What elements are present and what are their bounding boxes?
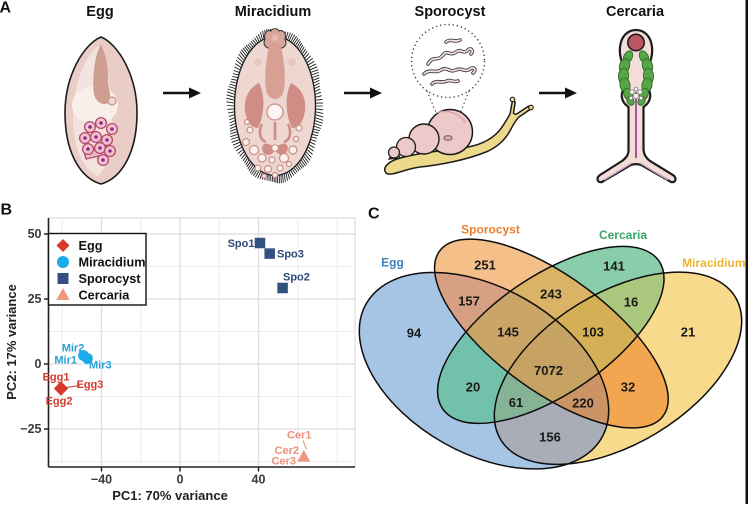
svg-text:A: A: [0, 0, 12, 17]
svg-text:Egg: Egg: [86, 4, 113, 20]
svg-text:Miracidium: Miracidium: [79, 256, 146, 270]
svg-text:16: 16: [624, 295, 638, 310]
svg-text:Spo3: Spo3: [277, 249, 304, 261]
svg-text:−40: −40: [91, 473, 112, 487]
svg-text:40: 40: [252, 473, 266, 487]
svg-text:157: 157: [458, 294, 480, 309]
svg-text:Sporocyst: Sporocyst: [79, 272, 142, 286]
svg-text:Mir2: Mir2: [62, 342, 85, 354]
svg-text:21: 21: [681, 325, 695, 340]
svg-text:103: 103: [582, 325, 604, 340]
svg-text:243: 243: [540, 287, 562, 302]
svg-text:32: 32: [621, 380, 635, 395]
svg-text:220: 220: [572, 396, 594, 411]
svg-text:Sporocyst: Sporocyst: [415, 4, 486, 20]
svg-text:Mir1: Mir1: [54, 355, 77, 367]
svg-text:Cercaria: Cercaria: [599, 228, 647, 242]
svg-text:7072: 7072: [534, 363, 563, 378]
svg-text:61: 61: [509, 395, 523, 410]
svg-text:94: 94: [407, 326, 422, 341]
svg-text:Cer3: Cer3: [272, 455, 296, 467]
svg-text:Spo1: Spo1: [228, 238, 255, 250]
svg-text:141: 141: [603, 259, 625, 274]
svg-text:B: B: [1, 202, 13, 219]
svg-text:Mir3: Mir3: [89, 360, 112, 372]
svg-text:PC1: 70% variance: PC1: 70% variance: [112, 488, 228, 503]
svg-text:50: 50: [28, 227, 42, 241]
svg-text:Cer1: Cer1: [287, 430, 311, 442]
svg-text:Cercaria: Cercaria: [79, 289, 131, 303]
svg-text:Egg: Egg: [381, 256, 404, 270]
svg-text:Cercaria: Cercaria: [606, 4, 665, 20]
svg-text:Egg: Egg: [79, 239, 103, 253]
svg-text:Sporocyst: Sporocyst: [461, 223, 520, 237]
svg-text:0: 0: [35, 357, 42, 371]
svg-text:Spo2: Spo2: [283, 272, 310, 284]
svg-text:Miracidium: Miracidium: [682, 256, 745, 270]
svg-text:0: 0: [177, 473, 184, 487]
svg-text:Egg3: Egg3: [77, 379, 104, 391]
svg-text:20: 20: [466, 380, 480, 395]
svg-text:PC2: 17% variance: PC2: 17% variance: [4, 284, 19, 400]
svg-text:−25: −25: [20, 422, 41, 436]
svg-text:C: C: [368, 206, 380, 223]
svg-text:Egg1: Egg1: [43, 371, 70, 383]
svg-text:156: 156: [539, 430, 561, 445]
svg-text:251: 251: [474, 258, 496, 273]
svg-text:25: 25: [28, 292, 42, 306]
svg-text:Miracidium: Miracidium: [235, 4, 312, 20]
svg-text:145: 145: [497, 325, 519, 340]
svg-text:Egg2: Egg2: [46, 396, 73, 408]
